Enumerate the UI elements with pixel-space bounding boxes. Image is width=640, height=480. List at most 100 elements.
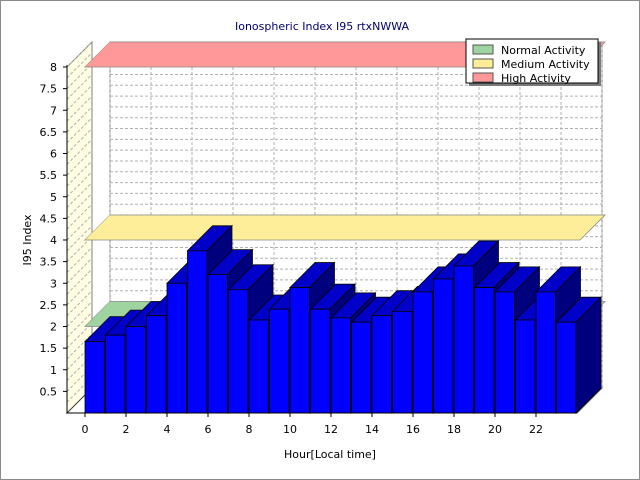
bar-front — [125, 326, 146, 414]
grid-line-side — [66, 279, 93, 306]
grid-line-side — [66, 366, 93, 392]
x-tick-labels: 0 2 4 6 8 10 12 14 16 18 20 22 — [82, 413, 543, 436]
band-normal-activity-edge — [85, 301, 110, 327]
bar-front — [248, 319, 269, 414]
bar-front — [392, 310, 413, 414]
y-tick-label: 5 — [50, 191, 57, 204]
grid-line-side — [66, 52, 93, 79]
band-high-activity-edge — [85, 42, 110, 67]
grid-line-side — [66, 41, 93, 68]
y-tick-label: 5.5 — [40, 169, 58, 182]
y-tick-label: 6.5 — [40, 126, 58, 139]
bar-front — [474, 287, 495, 414]
axes — [66, 65, 577, 414]
chart-title: Ionospheric Index I95 rtxNWWA — [235, 20, 409, 33]
x-tick-label: 4 — [164, 423, 171, 436]
grid-line-side — [66, 117, 93, 144]
y-tick-label: 1 — [50, 364, 57, 377]
grid-line-side — [66, 203, 93, 230]
bar-front — [269, 308, 290, 414]
grid-line-side — [66, 149, 93, 176]
x-tick-label: 0 — [82, 423, 89, 436]
bars — [84, 224, 602, 414]
legend-label: Normal Activity — [501, 44, 586, 57]
band-medium-activity-edge — [85, 215, 110, 240]
y-tick-label: 1.5 — [40, 342, 58, 355]
x-tick-label: 16 — [406, 423, 420, 436]
bar-front — [556, 321, 577, 414]
bar-front — [515, 319, 536, 414]
x-tick-label: 12 — [324, 423, 338, 436]
grid-line-side — [66, 344, 93, 371]
grid-line-side — [66, 171, 93, 198]
grid-line-side — [66, 138, 93, 165]
grid-line-side — [66, 311, 93, 338]
x-tick-label: 10 — [283, 423, 297, 436]
y-tick-label: 6 — [50, 148, 57, 161]
y-tick-label: 7.5 — [40, 83, 58, 96]
y-tick-labels: 0.5 1 1.5 2 2.5 3 3.5 4 4.5 5 5.5 6 6.5 7 7.5 8 — [40, 61, 67, 398]
y-tick-label: 2 — [50, 321, 57, 334]
legend-swatch — [472, 58, 494, 69]
y-tick-label: 3 — [50, 277, 57, 290]
grid-line-side — [66, 333, 93, 360]
y-tick-label: 4 — [50, 234, 57, 247]
grid-line-side — [66, 290, 93, 317]
bar-front — [371, 315, 392, 414]
x-axis-label: Hour[Local time] — [284, 448, 376, 461]
grid-line-side — [66, 182, 93, 208]
grid-line-side — [66, 225, 93, 252]
x-tick-label: 2 — [123, 423, 130, 436]
bar-front — [289, 287, 310, 414]
legend-label: Medium Activity — [501, 58, 590, 71]
grid-line-side — [66, 214, 93, 241]
bar-front — [105, 334, 126, 414]
bar — [555, 296, 602, 414]
grid-line-side — [66, 301, 93, 327]
bar-front — [433, 278, 454, 414]
grid-line-side — [66, 84, 93, 111]
y-tick-label: 0.5 — [40, 385, 58, 398]
y-tick-label: 4.5 — [40, 212, 58, 225]
grid-line-side — [66, 193, 93, 219]
bar-front — [207, 274, 228, 414]
bar-front — [330, 317, 351, 414]
grid-line-side — [66, 236, 93, 262]
bar-front — [494, 291, 515, 414]
y-tick-label: 2.5 — [40, 299, 58, 312]
x-tick-label: 18 — [447, 423, 461, 436]
grid-line-side — [66, 160, 93, 187]
legend-swatch — [472, 44, 494, 55]
legend-swatch — [472, 72, 494, 83]
bar-front — [351, 321, 372, 414]
grid-line-side — [66, 322, 93, 349]
grid-line-side — [66, 74, 93, 100]
grid-line-side — [66, 95, 93, 122]
grid-line-side — [66, 106, 93, 133]
bar-front — [535, 291, 556, 414]
bar-front — [84, 341, 105, 414]
grid-line-side — [66, 355, 93, 381]
y-tick-label: 7 — [50, 104, 57, 117]
legend-label: High Activity — [501, 72, 571, 85]
bar-front — [166, 282, 187, 414]
bar-front — [228, 289, 249, 414]
y-axis-label: I95 Index — [21, 214, 34, 266]
grid-line-side — [66, 268, 93, 295]
x-tick-label: 20 — [488, 423, 502, 436]
bar-front — [187, 250, 208, 414]
bar-front — [453, 265, 474, 414]
band-medium-activity — [84, 214, 606, 241]
grid-line-side — [66, 247, 93, 273]
x-tick-label: 14 — [365, 423, 379, 436]
y-tick-label: 8 — [50, 61, 57, 74]
bar-front — [412, 291, 433, 414]
grid-line-side — [66, 257, 93, 284]
y-tick-label: 3.5 — [40, 256, 58, 269]
bar-front — [310, 308, 331, 414]
x-tick-label: 6 — [205, 423, 212, 436]
x-tick-label: 8 — [246, 423, 253, 436]
bar-front — [146, 315, 167, 414]
